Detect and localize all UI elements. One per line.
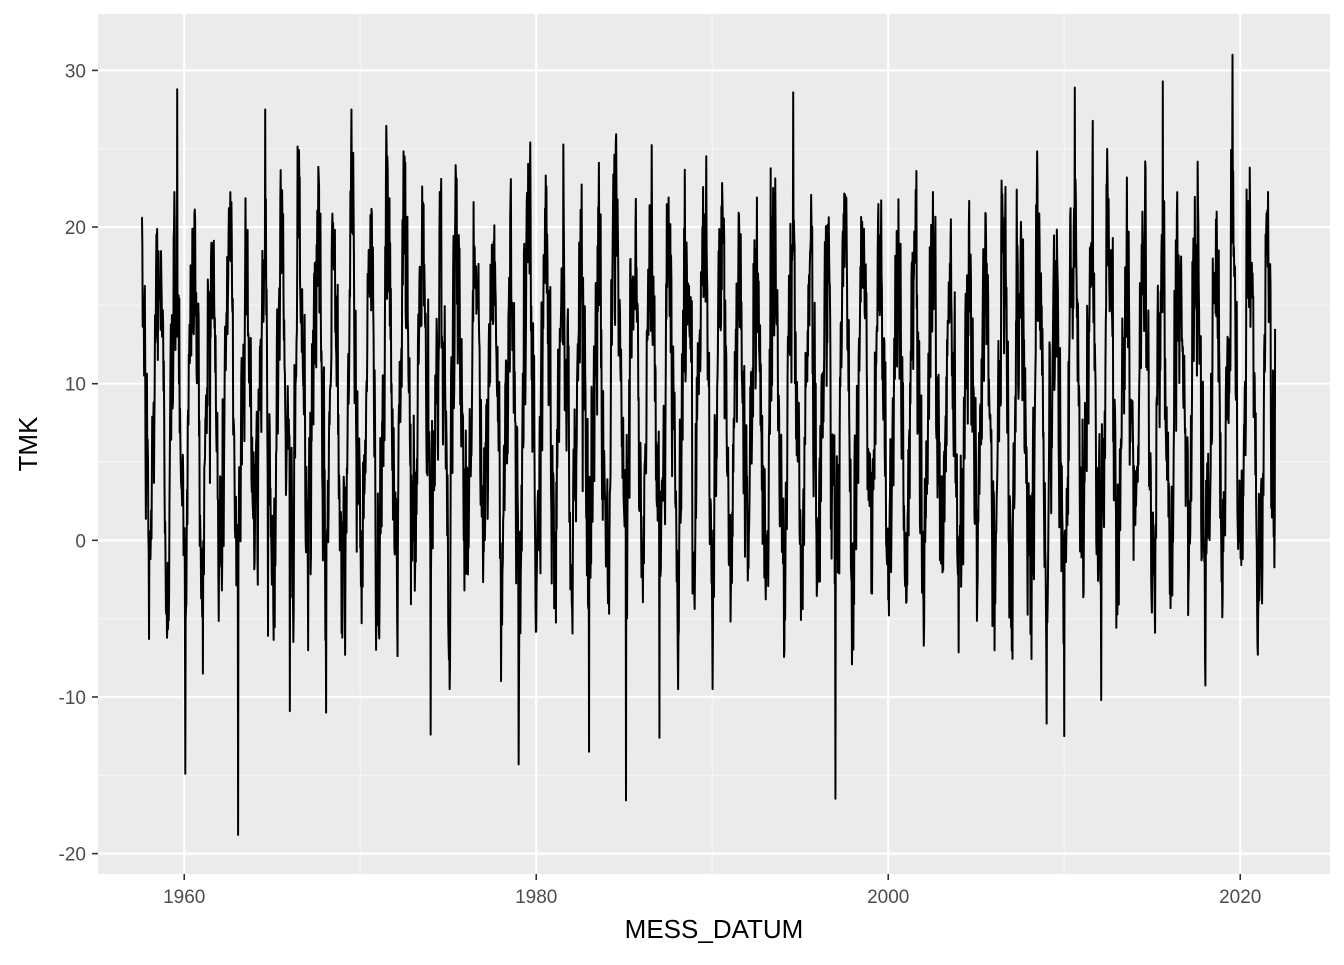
x-axis: 1960 1980 2000 2020	[163, 874, 1261, 908]
x-tick-label: 1980	[515, 887, 557, 908]
series-line	[141, 53, 1277, 836]
y-axis-title: TMK	[13, 416, 43, 472]
y-tick-label: 10	[65, 375, 86, 396]
x-tick-label: 2020	[1219, 887, 1261, 908]
y-tick-label: 30	[65, 61, 86, 82]
x-axis-title: MESS_DATUM	[625, 914, 804, 944]
y-tick-label: -10	[59, 688, 86, 709]
y-tick-label: 0	[75, 531, 86, 552]
y-tick-label: -20	[59, 845, 86, 866]
y-tick-label: 20	[65, 218, 86, 239]
x-tick-label: 2000	[867, 887, 909, 908]
y-axis: -20 -10 0 10 20 30	[59, 61, 98, 866]
x-tick-label: 1960	[163, 887, 205, 908]
